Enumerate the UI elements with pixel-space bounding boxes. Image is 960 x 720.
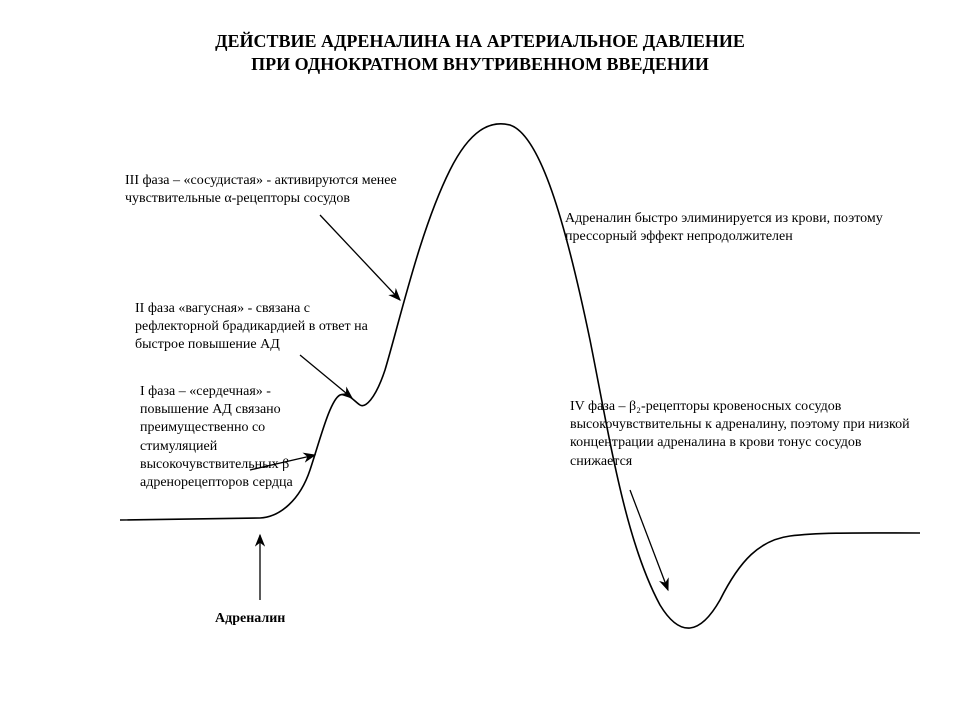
diagram-svg: [0, 0, 960, 720]
elimination-label: Адреналин быстро элиминируется из крови,…: [565, 210, 895, 246]
phase4-label: IV фаза – β₂-рецепторы кровеносных сосуд…: [570, 398, 910, 471]
injection-text: Адреналин: [215, 611, 285, 626]
diagram-container: ДЕЙСТВИЕ АДРЕНАЛИНА НА АРТЕРИАЛЬНОЕ ДАВЛ…: [0, 0, 960, 720]
phase4-text: IV фаза – β₂-рецепторы кровеносных сосуд…: [570, 399, 910, 469]
phase1-label: I фаза – «сердечная» - повышение АД связ…: [140, 383, 330, 492]
phase3-text: III фаза – «сосудистая» - активируются м…: [125, 173, 397, 206]
phase2-text: II фаза «вагусная» - связана с рефлектор…: [135, 301, 368, 352]
arrow-phase3: [320, 215, 400, 300]
phase1-text: I фаза – «сердечная» - повышение АД связ…: [140, 384, 293, 490]
phase3-label: III фаза – «сосудистая» - активируются м…: [125, 172, 425, 208]
phase2-label: II фаза «вагусная» - связана с рефлектор…: [135, 300, 375, 355]
injection-label: Адреналин: [215, 610, 335, 628]
arrow-phase4: [630, 490, 668, 590]
elimination-text: Адреналин быстро элиминируется из крови,…: [565, 211, 883, 244]
